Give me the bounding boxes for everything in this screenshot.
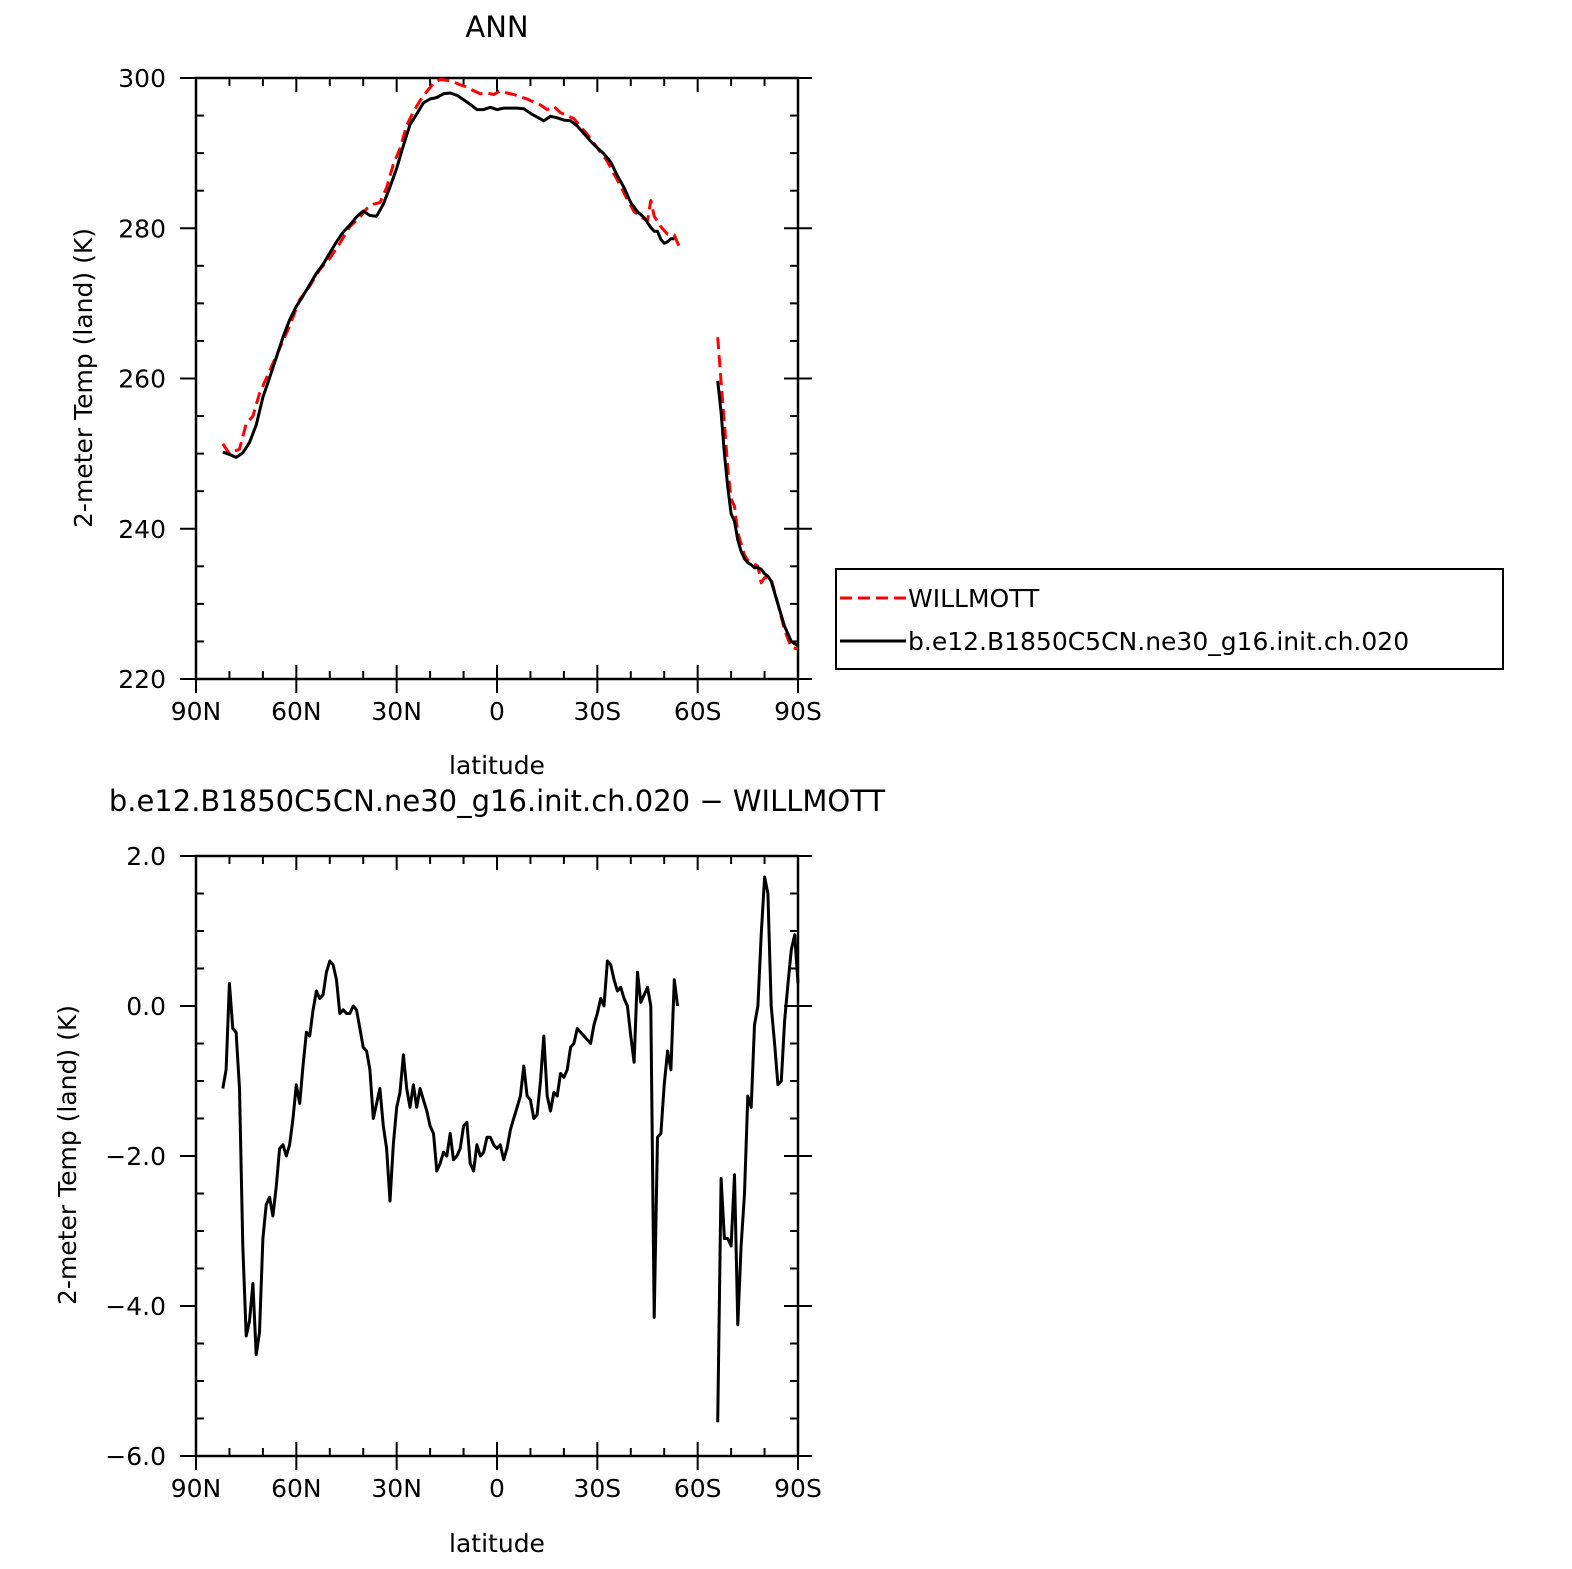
bottom-y-tick-label: −2.0 bbox=[105, 1142, 166, 1171]
top-plot-area: 90N 60N 30N 0 30S 60S 90S 220 240 260 280 300 bbox=[118, 64, 822, 726]
bottom-panel: b.e12.B1850C5CN.ne30_g16.init.ch.020 − W… bbox=[53, 784, 885, 1558]
legend-label-willmott: WILLMOTT bbox=[908, 584, 1040, 613]
bottom-y-tick-label: 2.0 bbox=[126, 842, 166, 871]
bottom-y-tick-label: −4.0 bbox=[105, 1292, 166, 1321]
legend-box bbox=[835, 568, 1504, 670]
legend: WILLMOTT b.e12.B1850C5CN.ne30_g16.init.c… bbox=[835, 568, 1504, 670]
top-x-tick-label: 0 bbox=[489, 697, 505, 726]
top-x-tick-label: 60S bbox=[674, 697, 722, 726]
top-x-tick-label: 30S bbox=[573, 697, 621, 726]
top-x-axis-label: latitude bbox=[449, 751, 545, 780]
bottom-x-axis-label: latitude bbox=[449, 1529, 545, 1558]
bottom-series-0-line bbox=[716, 875, 800, 1423]
bottom-y-tick-label: 0.0 bbox=[126, 992, 166, 1021]
bottom-x-tick-label: 90S bbox=[774, 1474, 822, 1503]
bottom-x-tick-label: 60S bbox=[674, 1474, 722, 1503]
top-panel: ANN 90N 60N 30N 0 30S 60S 90S 220 240 260 280 300 l… bbox=[69, 10, 1504, 780]
top-y-tick-label: 280 bbox=[118, 214, 166, 243]
bottom-x-tick-label: 60N bbox=[271, 1474, 322, 1503]
top-series-1-line bbox=[716, 380, 799, 648]
bottom-y-tick-label: −6.0 bbox=[105, 1442, 166, 1471]
bottom-x-tick-label: 0 bbox=[489, 1474, 505, 1503]
top-y-axis-label: 2-meter Temp (land) (K) bbox=[69, 228, 98, 528]
top-y-tick-label: 220 bbox=[118, 665, 166, 694]
top-series-1-line bbox=[222, 91, 675, 459]
bottom-x-tick-label: 30S bbox=[573, 1474, 621, 1503]
top-y-tick-label: 240 bbox=[118, 515, 166, 544]
bottom-y-axis-label: 2-meter Temp (land) (K) bbox=[53, 1005, 82, 1305]
top-x-tick-label: 30N bbox=[371, 697, 422, 726]
bottom-plot-area: 90N 60N 30N 0 30S 60S 90S −6.0 −4.0 −2.0 0.0 2.0 bbox=[105, 842, 822, 1503]
top-x-tick-label: 90S bbox=[774, 697, 822, 726]
top-plot-frame bbox=[194, 76, 800, 681]
top-series-0-line bbox=[221, 78, 683, 456]
bottom-x-tick-label: 90N bbox=[171, 1474, 222, 1503]
bottom-x-tick-label: 30N bbox=[371, 1474, 422, 1503]
top-y-tick-label: 300 bbox=[118, 64, 166, 93]
top-x-tick-label: 90N bbox=[171, 697, 222, 726]
top-x-tick-label: 60N bbox=[271, 697, 322, 726]
bottom-series-0-line bbox=[221, 959, 680, 1357]
bottom-chart-title: b.e12.B1850C5CN.ne30_g16.init.ch.020 − W… bbox=[109, 784, 886, 818]
top-chart-title: ANN bbox=[465, 10, 528, 44]
top-y-tick-label: 260 bbox=[118, 365, 166, 394]
legend-label-model: b.e12.B1850C5CN.ne30_g16.init.ch.020 bbox=[908, 627, 1409, 656]
